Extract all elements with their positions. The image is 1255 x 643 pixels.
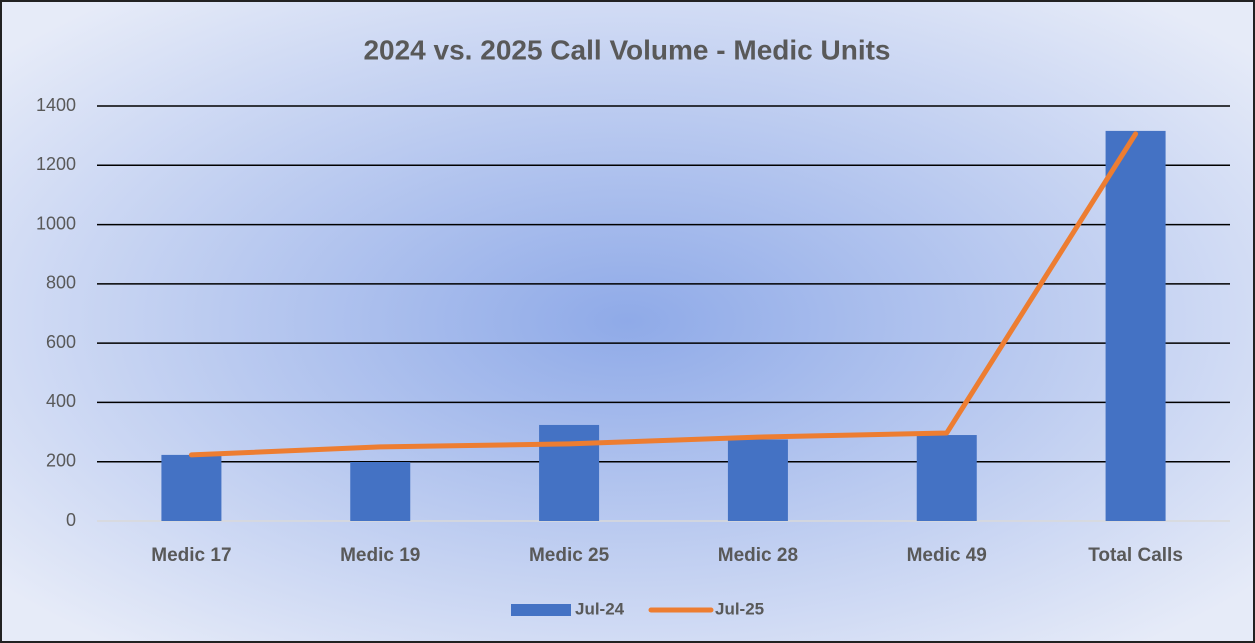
legend-swatch [511, 604, 571, 616]
bar [539, 424, 600, 521]
legend-label: Jul-24 [575, 599, 625, 618]
bar [727, 439, 788, 521]
bar [161, 454, 222, 521]
y-tick-label: 0 [66, 510, 76, 530]
y-tick-label: 1000 [36, 213, 76, 233]
x-tick-label: Medic 19 [340, 545, 420, 566]
x-tick-label: Medic 25 [529, 545, 610, 566]
chart-title: 2024 vs. 2025 Call Volume - Medic Units [363, 34, 890, 65]
bar [1105, 130, 1166, 521]
y-tick-label: 1400 [36, 95, 76, 115]
x-tick-label: Medic 17 [151, 545, 231, 566]
y-tick-label: 600 [46, 332, 76, 352]
y-tick-label: 200 [46, 450, 76, 470]
y-tick-label: 400 [46, 391, 76, 411]
legend-label: Jul-25 [715, 599, 764, 618]
x-tick-label: Medic 28 [718, 545, 798, 566]
bar [350, 462, 411, 521]
y-tick-label: 1200 [36, 154, 76, 174]
x-tick-label: Total Calls [1088, 545, 1183, 566]
x-tick-label: Medic 49 [907, 545, 987, 566]
bar [916, 435, 977, 521]
y-tick-label: 800 [46, 273, 76, 293]
line [188, 131, 1139, 458]
